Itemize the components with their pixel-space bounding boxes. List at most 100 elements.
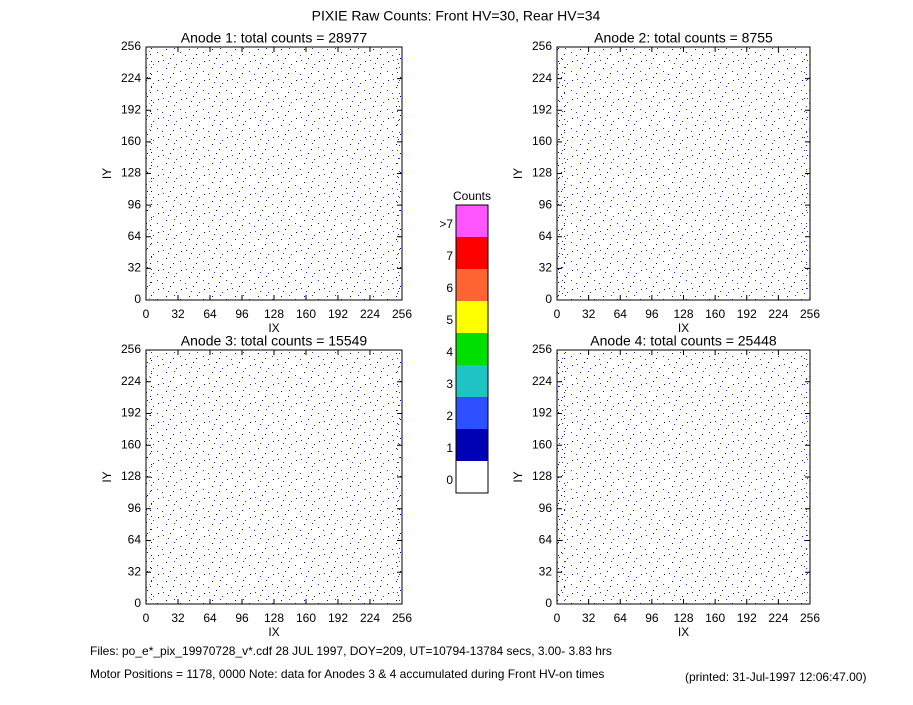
x-tick-label: 64 <box>614 307 628 321</box>
x-axis-label: IX <box>268 625 279 639</box>
x-axis-label: IX <box>678 625 689 639</box>
colorbar-cell <box>456 461 488 493</box>
x-tick-label: 128 <box>673 611 693 625</box>
x-tick-label: 192 <box>328 307 348 321</box>
footer-printed: (printed: 31-Jul-1997 12:06:47.00) <box>685 670 866 684</box>
x-tick-label: 192 <box>328 611 348 625</box>
count-image <box>146 350 402 604</box>
y-tick-label: 160 <box>121 437 141 451</box>
y-tick-label: 256 <box>532 342 552 356</box>
x-tick-label: 0 <box>143 307 150 321</box>
y-tick-label: 32 <box>539 564 553 578</box>
y-axis-label: IY <box>511 471 525 482</box>
colorbar-label: 6 <box>446 281 453 295</box>
y-tick-label: 96 <box>539 197 553 211</box>
colorbar-cell <box>456 237 488 269</box>
y-tick-label: 128 <box>121 469 141 483</box>
y-tick-label: 160 <box>532 437 552 451</box>
y-tick-label: 224 <box>121 374 141 388</box>
colorbar-label: 5 <box>446 313 453 327</box>
y-tick-label: 32 <box>128 261 142 275</box>
y-tick-label: 128 <box>532 166 552 180</box>
x-tick-label: 0 <box>554 611 561 625</box>
y-tick-label: 224 <box>532 71 552 85</box>
panel-title: Anode 1: total counts = 28977 <box>181 30 368 46</box>
y-tick-label: 64 <box>128 533 142 547</box>
y-tick-label: 96 <box>539 501 553 515</box>
colorbar-cell <box>456 365 488 397</box>
y-axis-label: IY <box>100 168 114 179</box>
colorbar-cell <box>456 429 488 461</box>
x-tick-label: 32 <box>582 307 596 321</box>
colorbar-label: 4 <box>446 345 453 359</box>
y-tick-label: 192 <box>532 406 552 420</box>
y-tick-label: 192 <box>121 406 141 420</box>
x-tick-label: 128 <box>264 611 284 625</box>
y-tick-label: 128 <box>532 469 552 483</box>
y-tick-label: 128 <box>121 166 141 180</box>
y-tick-label: 224 <box>532 374 552 388</box>
colorbar-label: 3 <box>446 377 453 391</box>
y-tick-label: 192 <box>532 102 552 116</box>
colorbar-title: Counts <box>453 189 491 203</box>
colorbar-label: 2 <box>446 409 453 423</box>
y-tick-label: 0 <box>545 292 552 306</box>
panel-title: Anode 4: total counts = 25448 <box>590 333 777 349</box>
y-tick-label: 0 <box>134 292 141 306</box>
x-tick-label: 96 <box>645 611 659 625</box>
colorbar-cell <box>456 333 488 365</box>
y-tick-label: 256 <box>532 39 552 53</box>
y-tick-label: 96 <box>128 501 142 515</box>
x-tick-label: 160 <box>296 611 316 625</box>
y-tick-label: 224 <box>121 71 141 85</box>
x-tick-label: 32 <box>582 611 596 625</box>
y-tick-label: 96 <box>128 197 142 211</box>
x-tick-label: 192 <box>737 307 757 321</box>
y-tick-label: 32 <box>539 261 553 275</box>
x-tick-label: 128 <box>673 307 693 321</box>
x-tick-label: 0 <box>554 307 561 321</box>
x-tick-label: 128 <box>264 307 284 321</box>
x-tick-label: 160 <box>296 307 316 321</box>
x-tick-label: 32 <box>171 307 185 321</box>
y-tick-label: 0 <box>134 596 141 610</box>
panel-title: Anode 2: total counts = 8755 <box>594 30 773 46</box>
panel-title: Anode 3: total counts = 15549 <box>181 333 368 349</box>
x-tick-label: 64 <box>203 307 217 321</box>
footer-files: Files: po_e*_pix_19970728_v*.cdf 28 JUL … <box>90 644 612 658</box>
colorbar-label: 1 <box>446 441 453 455</box>
colorbar-label: >7 <box>439 217 453 231</box>
x-tick-label: 224 <box>360 307 380 321</box>
colorbar-cell <box>456 205 488 237</box>
x-tick-label: 224 <box>768 611 788 625</box>
y-tick-label: 0 <box>545 596 552 610</box>
count-image <box>557 350 810 604</box>
colorbar-frame <box>455 204 489 494</box>
y-tick-label: 64 <box>539 533 553 547</box>
y-tick-label: 160 <box>532 134 552 148</box>
x-tick-label: 32 <box>171 611 185 625</box>
main-title: PIXIE Raw Counts: Front HV=30, Rear HV=3… <box>312 8 601 24</box>
count-image <box>146 47 402 300</box>
x-tick-label: 256 <box>392 611 412 625</box>
y-tick-label: 32 <box>128 564 142 578</box>
y-axis-label: IY <box>511 168 525 179</box>
x-tick-label: 96 <box>235 611 249 625</box>
y-tick-label: 64 <box>539 229 553 243</box>
colorbar-cell <box>456 269 488 301</box>
y-tick-label: 192 <box>121 102 141 116</box>
x-tick-label: 160 <box>705 307 725 321</box>
x-tick-label: 64 <box>614 611 628 625</box>
footer-motor: Motor Positions = 1178, 0000 Note: data … <box>90 667 604 681</box>
y-tick-label: 64 <box>128 229 142 243</box>
y-axis-label: IY <box>100 471 114 482</box>
x-tick-label: 160 <box>705 611 725 625</box>
colorbar-cell <box>456 301 488 333</box>
colorbar-label: 7 <box>446 249 453 263</box>
colorbar-cell <box>456 397 488 429</box>
x-axis-label: IX <box>678 321 689 335</box>
x-tick-label: 256 <box>392 307 412 321</box>
x-tick-label: 224 <box>768 307 788 321</box>
x-axis-label: IX <box>268 321 279 335</box>
